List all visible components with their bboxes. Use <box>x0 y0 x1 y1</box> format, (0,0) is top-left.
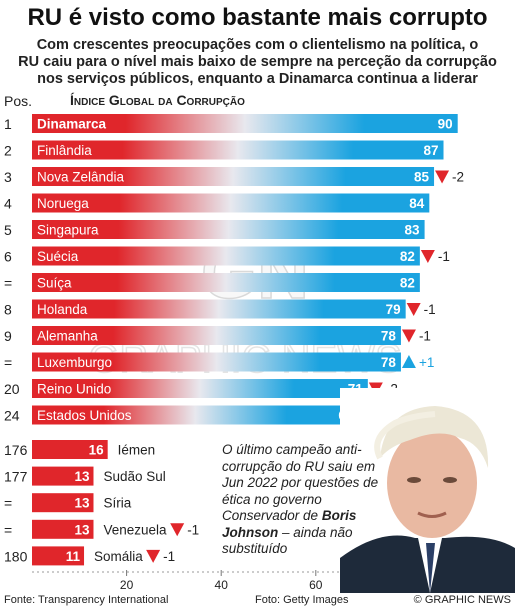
bar-Suíça <box>32 273 420 292</box>
value-label: 83 <box>405 223 421 238</box>
row-position: 5 <box>4 222 12 238</box>
row-position: 177 <box>4 469 28 485</box>
tick-label: 60 <box>309 578 323 592</box>
subtitle-line-1: Com crescentes preocupações com o client… <box>36 37 479 53</box>
bar-Alemanha <box>32 326 401 345</box>
position-column-header: Pos. <box>4 93 33 109</box>
up-arrow-icon <box>401 355 416 368</box>
bar-Luxemburgo <box>32 352 401 372</box>
bar-Venezuela <box>32 519 94 539</box>
source-credit: Fonte: Transparency International <box>4 594 169 606</box>
row-position: 4 <box>4 196 12 212</box>
bar-label: Estados Unidos <box>37 408 132 423</box>
bar-label: Nova Zelândia <box>37 170 125 185</box>
bar-label: Reino Unido <box>37 382 111 397</box>
row-position: 9 <box>4 328 12 344</box>
change-label: -1 <box>424 302 436 317</box>
bar-Síria <box>32 493 94 513</box>
change-label: -1 <box>163 549 175 564</box>
bar-Estados Unidos <box>32 405 359 425</box>
bar-Finlândia <box>32 140 444 160</box>
value-label: 79 <box>386 302 401 317</box>
bar-label: Suíça <box>37 276 72 291</box>
caption-name: Boris Johnson <box>222 508 357 540</box>
change-label: -1 <box>419 329 431 344</box>
bar-label: Venezuela <box>103 522 167 537</box>
value-label: 13 <box>74 496 90 511</box>
value-label: 90 <box>438 117 453 132</box>
bar-label: Holanda <box>37 302 88 317</box>
bar-Singapura <box>32 220 425 239</box>
bar-Iémen <box>32 440 108 459</box>
down-arrow-icon <box>170 523 185 537</box>
bar-Holanda <box>32 299 406 319</box>
tick-label: 40 <box>215 578 229 592</box>
change-label: +1 <box>419 355 434 370</box>
value-label: 13 <box>74 522 90 537</box>
photo-credit: Foto: Getty Images <box>255 594 349 606</box>
caption: O último campeão anti-corrupção do RU sa… <box>222 442 392 558</box>
bar-label: Suécia <box>37 249 79 264</box>
bar-label: Sudão Sul <box>103 469 165 484</box>
down-arrow-icon <box>401 329 416 343</box>
copyright: © GRAPHIC NEWS <box>413 594 511 606</box>
row-position: 24 <box>4 408 20 424</box>
subtitle-line-2: RU caiu para o nível mais baixo de sempr… <box>18 54 497 70</box>
row-position: 1 <box>4 116 12 132</box>
bar-Suécia <box>32 246 420 266</box>
row-position: 2 <box>4 143 12 159</box>
bar-Somália <box>32 546 85 566</box>
value-label: 87 <box>423 143 438 158</box>
bar-label: Somália <box>94 549 143 564</box>
change-label: -1 <box>187 522 199 537</box>
down-arrow-icon <box>406 303 421 316</box>
value-label: 84 <box>409 196 425 211</box>
row-position: 176 <box>4 442 28 458</box>
bar-Dinamarca <box>32 114 458 133</box>
bar-label: Singapura <box>37 223 99 238</box>
boris-johnson-photo <box>340 388 515 593</box>
value-label: 82 <box>400 276 415 291</box>
index-title: Índice Global da Corrupção <box>70 92 245 108</box>
tick-label: 20 <box>120 578 134 592</box>
value-label: 13 <box>74 469 90 484</box>
row-position: 20 <box>4 381 20 397</box>
value-label: 85 <box>414 170 430 185</box>
value-label: 78 <box>381 329 397 344</box>
down-arrow-icon <box>420 250 435 263</box>
value-label: 16 <box>89 443 105 458</box>
bar-Nova Zelândia <box>32 167 435 186</box>
row-position: 3 <box>4 169 12 185</box>
bar-label: Finlândia <box>37 143 92 158</box>
chart-title: RU é visto como bastante mais corrupto <box>27 4 488 31</box>
value-label: 78 <box>381 355 397 370</box>
bar-label: Luxemburgo <box>37 355 112 370</box>
bar-Noruega <box>32 193 430 213</box>
row-position: 6 <box>4 249 12 265</box>
down-arrow-icon <box>146 549 161 563</box>
value-label: 82 <box>400 249 415 264</box>
value-label: 11 <box>66 549 81 564</box>
row-position: = <box>4 495 12 511</box>
change-label: -1 <box>438 249 450 264</box>
caption-text-1: O último campeão anti-corrupção do RU sa… <box>222 442 379 523</box>
row-position: 8 <box>4 302 12 318</box>
caption-text-2: – ainda não substituído <box>222 524 353 557</box>
bar-label: Dinamarca <box>37 117 107 132</box>
row-position: = <box>4 275 12 291</box>
bar-label: Iémen <box>118 443 156 458</box>
row-position: = <box>4 355 12 371</box>
bar-Sudão Sul <box>32 466 94 486</box>
change-label: -2 <box>452 170 464 185</box>
bar-label: Noruega <box>37 196 89 211</box>
bar-Reino Unido <box>32 379 368 398</box>
bar-label: Síria <box>103 496 131 511</box>
bar-label: Alemanha <box>37 329 98 344</box>
row-position: 180 <box>4 548 28 564</box>
row-position: = <box>4 522 12 538</box>
subtitle-line-3: nos serviços públicos, enquanto a Dinama… <box>37 71 478 87</box>
down-arrow-icon <box>435 170 450 184</box>
